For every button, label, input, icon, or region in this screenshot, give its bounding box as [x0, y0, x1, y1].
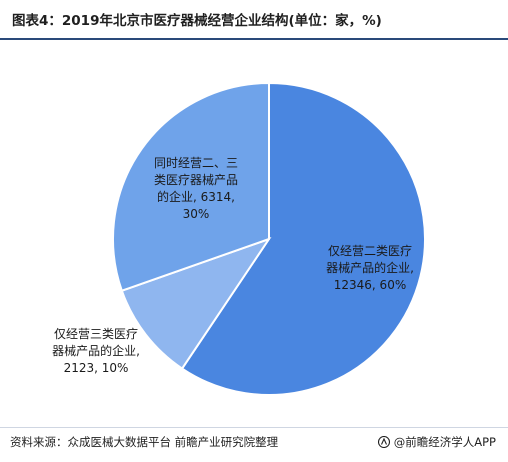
label-line: 同时经营二、三: [154, 156, 238, 170]
slice-class2-only-label: 仅经营二类医疗器械产品的企业, 12346, 60%: [326, 244, 414, 292]
label-line: 2123, 10%: [64, 361, 129, 375]
brand-credit: @前瞻经济学人APP: [377, 434, 496, 450]
pie-chart: 仅经营二类医疗器械产品的企业, 12346, 60%仅经营三类医疗器械产品的企业,…: [52, 81, 426, 396]
label-line: 器械产品的企业,: [52, 343, 140, 358]
source-note: 资料来源：众成医械大数据平台 前瞻产业研究院整理: [10, 435, 279, 449]
footer-divider: [0, 427, 508, 428]
label-line: 类医疗器械产品: [154, 172, 238, 187]
slice-class2-only: [180, 81, 426, 396]
label-line: 仅经营三类医疗: [54, 327, 138, 341]
pie-slices: [112, 81, 426, 396]
label-line: 器械产品的企业,: [326, 260, 414, 275]
label-line: 30%: [183, 207, 210, 221]
chart-title: 图表4：2019年北京市医疗器械经营企业结构(单位：家，%): [12, 13, 382, 29]
pie-labels: 仅经营二类医疗器械产品的企业, 12346, 60%仅经营三类医疗器械产品的企业,…: [52, 156, 414, 375]
brand-logo-icon: [377, 436, 390, 448]
label-line: 仅经营二类医疗: [328, 244, 412, 258]
slice-class2-and-3-label: 同时经营二、三类医疗器械产品的企业, 6314, 30%: [154, 156, 238, 221]
label-line: 12346, 60%: [334, 278, 406, 292]
label-line: 的企业, 6314,: [157, 189, 235, 204]
title-divider: [0, 38, 508, 40]
slice-class3-only-label: 仅经营三类医疗器械产品的企业, 2123, 10%: [52, 327, 140, 375]
slice-class3-only: [120, 237, 272, 370]
slice-class2-and-3: [112, 81, 270, 293]
brand-text: @前瞻经济学人APP: [393, 435, 496, 449]
